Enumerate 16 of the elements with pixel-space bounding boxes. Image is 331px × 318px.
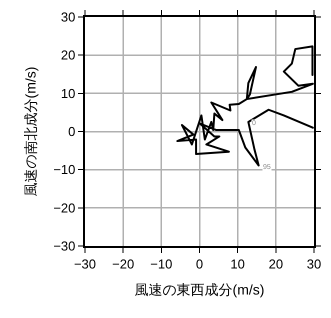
y-tick-label: −20 — [53, 200, 76, 216]
x-tick-label: 30 — [306, 256, 322, 272]
y-tick-label: −30 — [53, 238, 76, 254]
x-tick-label: 10 — [230, 256, 245, 272]
y-tick-label: 30 — [60, 10, 76, 25]
y-tick-label: 0 — [68, 124, 76, 140]
y-tick-label: 10 — [60, 86, 76, 101]
x-tick-label: −20 — [112, 256, 134, 272]
x-tick-label: −10 — [150, 256, 172, 272]
x-tick-label: 0 — [196, 256, 204, 272]
y-tick-label: 20 — [60, 48, 76, 63]
x-tick-label: −30 — [74, 256, 96, 272]
y-tick-label: −10 — [53, 162, 76, 178]
x-tick-label: 20 — [268, 256, 284, 272]
x-axis-title: 風速の東西成分(m/s) — [134, 281, 264, 298]
y-axis-title: 風速の南北成分(m/s) — [22, 66, 38, 196]
